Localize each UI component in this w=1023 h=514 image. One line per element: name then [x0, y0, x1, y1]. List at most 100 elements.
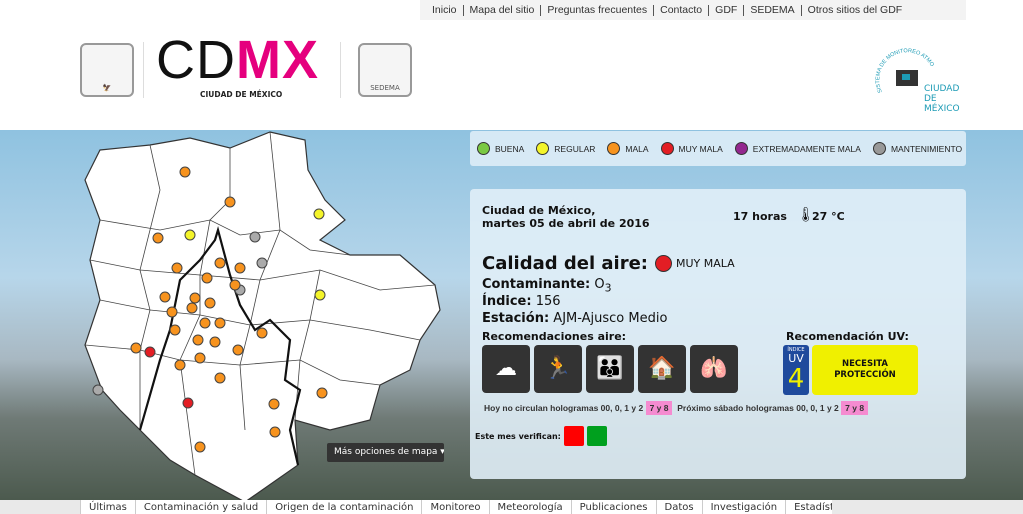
legend-label: BUENA: [495, 143, 525, 154]
station-marker-mala[interactable]: [268, 398, 280, 410]
legend: BUENA REGULAR MALA MUY MALA EXTREMADAMENTE M…: [470, 131, 966, 166]
station-marker-regular[interactable]: [314, 289, 326, 301]
topnav-link[interactable]: Otros sitios del GDF: [800, 4, 909, 16]
map-options-label: Más opciones de mapa: [334, 447, 438, 457]
sad-cloud-icon: ☁: [482, 345, 530, 393]
legend-item: REGULAR: [536, 142, 595, 155]
station-marker-mala[interactable]: [209, 336, 221, 348]
station-marker-mala[interactable]: [179, 166, 191, 178]
station-marker-mala[interactable]: [159, 291, 171, 303]
hoy-text: Hoy no circulan hologramas 00, 0, 1 y 2: [484, 403, 644, 413]
elderly-stay-indoors-icon: 🏠: [638, 345, 686, 393]
verifican-label: Este mes verifican:: [475, 431, 561, 441]
legend-dot-icon: [607, 142, 621, 155]
bottomnav-tab[interactable]: Investigación: [701, 500, 785, 514]
station-marker-mala[interactable]: [192, 334, 204, 346]
air-recommendations: ☁ 🏃 👪 🏠 🫁: [482, 345, 742, 393]
station-marker-muy-mala[interactable]: [182, 397, 194, 409]
station-marker-regular[interactable]: [313, 208, 325, 220]
air-quality-map[interactable]: [80, 130, 460, 502]
legend-dot-icon: [660, 142, 674, 155]
station-marker-mala[interactable]: [130, 342, 142, 354]
station-marker-mala[interactable]: [204, 297, 216, 309]
verification: Este mes verifican:: [475, 426, 607, 446]
sedema-label: SEDEMA: [370, 84, 400, 92]
thermometer-icon: 🌡: [797, 207, 815, 223]
station-value: AJM-Ajusco Medio: [553, 311, 668, 326]
top-nav: Inicio Mapa del sitio Preguntas frecuentes…: [420, 0, 966, 20]
legend-dot-icon: [477, 142, 490, 155]
legend-item: MALA: [607, 142, 649, 155]
cdmx-logo[interactable]: CDMX: [156, 33, 319, 87]
legend-label: REGULAR: [554, 143, 596, 154]
station-marker-mala[interactable]: [214, 317, 226, 329]
station-marker-mala[interactable]: [214, 372, 226, 384]
brand-accent: MX: [236, 30, 319, 90]
index-label: Índice:: [482, 294, 532, 309]
topnav-link[interactable]: Contacto: [653, 4, 708, 16]
hoy-plates: 7 y 8: [645, 401, 673, 415]
legend-item: BUENA: [477, 142, 524, 155]
station-marker-mantenimiento[interactable]: [256, 257, 268, 269]
topnav-link[interactable]: GDF: [708, 4, 743, 16]
station-marker-mala[interactable]: [201, 272, 213, 284]
bottomnav-tab[interactable]: Últimas: [80, 500, 135, 514]
hoy-no-circula: Hoy no circulan hologramas 00, 0, 1 y 2 …: [484, 401, 869, 415]
air-quality-panel: Ciudad de México, martes 05 de abril de …: [470, 189, 966, 479]
topnav-link[interactable]: Mapa del sitio: [462, 4, 541, 16]
legend-label: MUY MALA: [678, 143, 723, 154]
uv-label: UV: [788, 352, 804, 365]
station-marker-mala[interactable]: [232, 344, 244, 356]
bottomnav-tab[interactable]: Estadísticas: [785, 500, 832, 514]
pollutant-subscript: 3: [604, 281, 612, 295]
station-marker-mala[interactable]: [174, 359, 186, 371]
station-marker-mala[interactable]: [256, 327, 268, 339]
bottomnav-tab[interactable]: Contaminación y salud: [134, 500, 266, 514]
quality-dot-icon: [655, 255, 673, 272]
no-outdoor-exercise-icon: 🏃: [534, 345, 582, 393]
station-marker-mala[interactable]: [194, 352, 206, 364]
station-marker-mala[interactable]: [316, 387, 328, 399]
simat-logo[interactable]: SISTEMA DE MONITOREO ATMOSFÉRICO CIUDAD …: [872, 41, 970, 114]
station-marker-mala[interactable]: [194, 441, 206, 453]
station-marker-muy-mala[interactable]: [144, 346, 156, 358]
station-marker-mala[interactable]: [234, 262, 246, 274]
station-marker-regular[interactable]: [184, 229, 196, 241]
station-marker-mala[interactable]: [269, 426, 281, 438]
station-marker-mala[interactable]: [214, 257, 226, 269]
sedema-logo[interactable]: SEDEMA: [358, 43, 412, 97]
simat-emblem-icon: SISTEMA DE MONITOREO ATMOSFÉRICO: [872, 41, 935, 94]
uv-value: 4: [787, 364, 805, 394]
quality-value: MUY MALA: [676, 257, 735, 270]
station-marker-mala[interactable]: [169, 324, 181, 336]
topnav-link[interactable]: SEDEMA: [743, 4, 800, 16]
station-marker-mala[interactable]: [166, 306, 178, 318]
station-marker-mala[interactable]: [186, 302, 198, 314]
station-marker-mala[interactable]: [152, 232, 164, 244]
station-marker-mantenimiento[interactable]: [92, 384, 104, 396]
topnav-link[interactable]: Preguntas frecuentes: [540, 4, 653, 16]
station-marker-mantenimiento[interactable]: [249, 231, 261, 243]
gdf-shield-logo[interactable]: 🦅: [80, 43, 134, 97]
bottomnav-tab[interactable]: Datos: [655, 500, 702, 514]
topnav-link[interactable]: Inicio: [432, 3, 457, 16]
bottomnav-tab[interactable]: Monitoreo: [421, 500, 488, 514]
bottomnav-tab[interactable]: Origen de la contaminación: [266, 500, 421, 514]
bottomnav-tab[interactable]: Meteorología: [488, 500, 571, 514]
uv-index-label: ÍNDICE: [787, 347, 805, 353]
bottomnav-tab[interactable]: Publicaciones: [570, 500, 656, 514]
station-marker-mala[interactable]: [199, 317, 211, 329]
temperature: 27 °C: [812, 210, 845, 223]
station-marker-mala[interactable]: [224, 196, 236, 208]
brand-subtitle: CIUDAD DE MÉXICO: [200, 90, 283, 99]
station-marker-mala[interactable]: [229, 279, 241, 291]
city: Ciudad de México,: [482, 204, 596, 217]
station-marker-mala[interactable]: [171, 262, 183, 274]
sabado-text: Próximo sábado hologramas 00, 0, 1 y 2: [677, 403, 839, 413]
map-options-button[interactable]: Más opciones de mapa ▾: [327, 443, 444, 462]
station-marker-mala[interactable]: [189, 292, 201, 304]
simat-city: CIUDAD DE MÉXICO: [924, 84, 960, 114]
verification-color-swatch: [563, 426, 584, 446]
quality-row: Calidad del aire: MUY MALA: [482, 253, 735, 274]
respiratory-risk-icon: 🫁: [690, 345, 738, 393]
